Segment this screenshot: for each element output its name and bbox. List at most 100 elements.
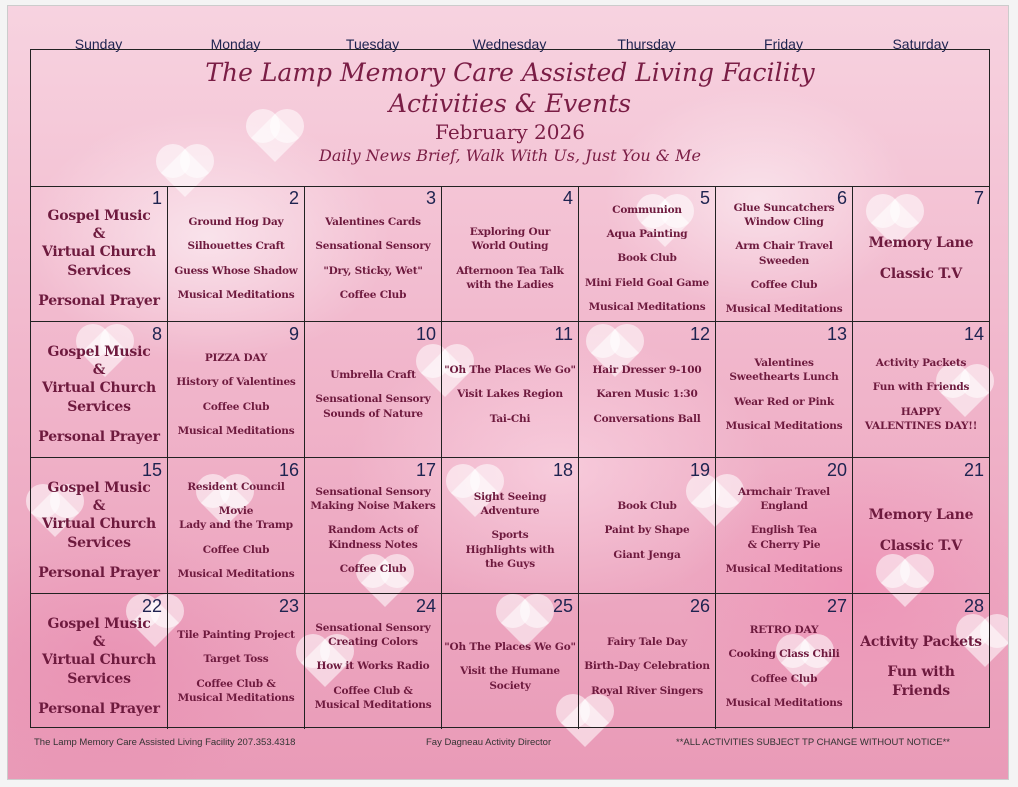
activity-item: Target Toss — [203, 653, 269, 666]
activity-item: Karen Music 1:30 — [596, 388, 698, 401]
activity-item: Coffee Club — [202, 400, 270, 413]
activity-item: Activity Packets — [860, 634, 982, 651]
day-cell: 26 Fairy Tale Day Birth-Day Celebration Roy… — [579, 594, 716, 729]
activity-item: Gospel Music & Virtual Church Services — [42, 208, 156, 279]
day-number: 20 — [826, 460, 847, 480]
activity-item: "Oh The Places We Go" — [444, 364, 576, 377]
activity-item: Sensational Sensory Sounds of Nature — [315, 393, 431, 420]
activity-item: Musical Meditations — [725, 696, 843, 709]
activity-item: Book Club — [617, 252, 677, 265]
activity-item: Activity Packets — [875, 357, 967, 370]
activity-item: Coffee Club — [750, 672, 818, 685]
activity-item: Afternoon Tea Talk with the Ladies — [456, 264, 564, 291]
activity-item: History of Valentines — [176, 376, 296, 389]
activity-item: Umbrella Craft — [330, 369, 416, 382]
day-cell: 23 Tile Painting Project Target Toss Coffee… — [168, 594, 305, 729]
day-cell: 20 Armchair Travel England English Tea & C… — [716, 458, 853, 594]
day-cell: 1 Gospel Music & Virtual Church Services P… — [31, 186, 168, 322]
day-number: 14 — [963, 324, 984, 344]
activity-item: Giant Jenga — [613, 548, 681, 561]
activity-item: Personal Prayer — [38, 700, 160, 717]
activity-item: Coffee Club — [339, 562, 407, 575]
activity-item: Glue Suncatchers Window Cling — [733, 201, 835, 229]
day-number: 1 — [151, 188, 162, 208]
activity-item: "Dry, Sticky, Wet" — [323, 264, 423, 277]
activity-item: Sports Highlights with the Guys — [465, 529, 555, 570]
day-cell: 22 Gospel Music & Virtual Church Services… — [31, 594, 168, 729]
activity-item: Royal River Singers — [591, 684, 703, 697]
footer-notice: **ALL ACTIVITIES SUBJECT TP CHANGE WITHO… — [676, 737, 950, 748]
weekday-header: Wednesday — [472, 36, 547, 52]
activity-item: Musical Meditations — [725, 562, 843, 575]
activity-item: Personal Prayer — [38, 428, 160, 445]
activity-item: Classic T.V — [879, 265, 963, 282]
day-number: 7 — [973, 188, 984, 208]
activity-item: Sensational Sensory — [315, 240, 431, 253]
activity-item: RETRO DAY — [749, 624, 819, 637]
day-number: 27 — [826, 596, 847, 616]
day-number: 23 — [278, 596, 299, 616]
day-cell: 9 PIZZA DAY History of Valentines Coffee Cl… — [168, 322, 305, 458]
weekday-header: Monday — [210, 36, 261, 52]
day-cell: 15 Gospel Music & Virtual Church Services… — [31, 458, 168, 594]
day-cell: 6 Glue Suncatchers Window Cling Arm Chair … — [716, 186, 853, 322]
activity-item: Communion — [612, 204, 682, 217]
day-cell: 8 Gospel Music & Virtual Church Services P… — [31, 322, 168, 458]
day-cell: 18 Sight Seeing Adventure Sports Highlight… — [442, 458, 579, 594]
day-number: 18 — [552, 460, 573, 480]
day-cell: 17 Sensational Sensory Making Noise Maker… — [305, 458, 442, 594]
day-cell: 2 Ground Hog Day Silhouettes Craft Guess Wh… — [168, 186, 305, 322]
day-number: 5 — [699, 188, 710, 208]
activity-item: Coffee Club & Musical Meditations — [177, 677, 295, 704]
activity-item: Armchair Travel England — [738, 486, 830, 513]
activity-item: Gospel Music & Virtual Church Services — [42, 480, 156, 551]
day-number: 24 — [415, 596, 436, 616]
weekday-header: Friday — [764, 36, 803, 52]
day-number: 13 — [826, 324, 847, 344]
activity-item: Coffee Club — [202, 543, 270, 556]
day-cell: 4 Exploring Our World Outing Afternoon Tea… — [442, 186, 579, 322]
activity-item: Tile Painting Project — [177, 629, 295, 642]
calendar-page: Sunday Monday Tuesday Wednesday Thursday Frid… — [7, 5, 1009, 780]
activity-item: Guess Whose Shadow — [174, 264, 298, 277]
activity-item: Silhouettes Craft — [187, 240, 285, 253]
day-number: 17 — [415, 460, 436, 480]
day-number: 4 — [562, 188, 573, 208]
day-cell: 24 Sensational Sensory Creating Colors How… — [305, 594, 442, 729]
activity-item: PIZZA DAY — [204, 352, 268, 365]
day-cell: 27 RETRO DAY Cooking Class Chili Coffee Clu… — [716, 594, 853, 729]
day-number: 9 — [288, 324, 299, 344]
day-cell: 14 Activity Packets Fun with Friends HAPPY … — [853, 322, 989, 458]
activity-item: Musical Meditations — [725, 419, 843, 432]
footer-contact: The Lamp Memory Care Assisted Living Fac… — [34, 737, 296, 748]
activity-item: HAPPY VALENTINES DAY!! — [864, 405, 978, 432]
activity-item: Conversations Ball — [593, 412, 701, 425]
weekday-header: Saturday — [892, 36, 949, 52]
day-cell: 28 Activity Packets Fun with Friends — [853, 594, 989, 729]
activity-item: Sight Seeing Adventure — [473, 491, 547, 518]
activity-item: Hair Dresser 9-100 — [592, 364, 702, 377]
activity-item: Sensational Sensory Creating Colors — [315, 622, 431, 649]
day-number: 25 — [552, 596, 573, 616]
activity-item: Musical Meditations — [588, 300, 706, 313]
footer-director: Fay Dagneau Activity Director — [426, 737, 552, 748]
day-number: 12 — [689, 324, 710, 344]
activity-item: Visit the Humane Society — [460, 665, 560, 692]
daily-activities: Daily News Brief, Walk With Us, Just You… — [319, 146, 701, 165]
activity-item: "Oh The Places We Go" — [444, 641, 576, 654]
activity-item: Musical Meditations — [177, 567, 295, 580]
activity-item: Tai-Chi — [489, 412, 531, 425]
activity-item: Musical Meditations — [177, 288, 295, 301]
activity-item: Memory Lane — [868, 507, 974, 524]
activity-item: Coffee Club — [339, 288, 407, 301]
day-cell: 11 "Oh The Places We Go" Visit Lakes Regio… — [442, 322, 579, 458]
activity-item: Sensational Sensory Making Noise Makers — [310, 486, 436, 513]
day-number: 10 — [415, 324, 436, 344]
activity-item: Paint by Shape — [604, 524, 690, 537]
activity-item: Musical Meditations — [725, 302, 843, 315]
day-cell: 5 Communion Aqua Painting Book Club Mini Fie… — [579, 186, 716, 322]
activity-item: Gospel Music & Virtual Church Services — [42, 344, 156, 415]
activity-item: Random Acts of Kindness Notes — [327, 524, 419, 551]
activity-item: Classic T.V — [879, 537, 963, 554]
activity-item: Valentines Sweethearts Lunch — [729, 357, 839, 384]
